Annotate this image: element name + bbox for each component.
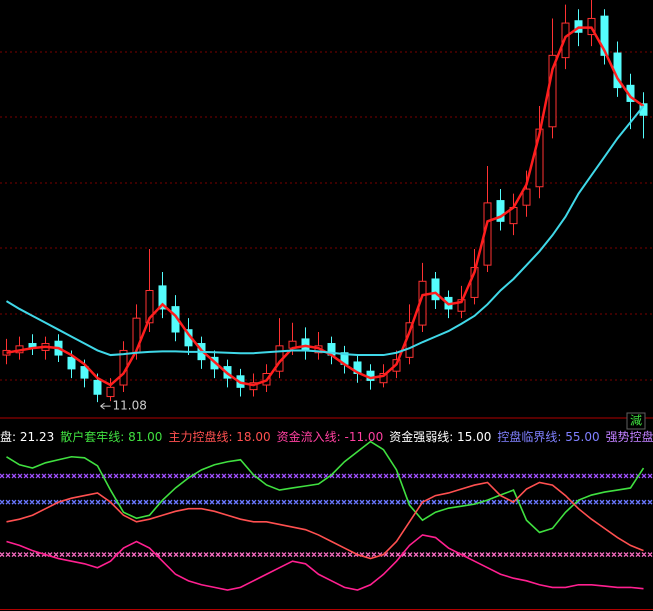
legend-entry: 控盘临界线: 55.00 <box>497 429 599 444</box>
legend-entry: 盘: 21.23 <box>0 429 54 444</box>
legend-entry: 散户套牢线: 81.00 <box>60 429 162 444</box>
indicator-line <box>6 481 644 560</box>
legend: 盘: 21.23 散户套牢线: 81.00 主力控盘线: 18.00 资金流入线: -… <box>0 429 653 444</box>
candle-body <box>145 290 154 324</box>
candle-body <box>67 356 76 370</box>
candle-body <box>93 379 102 395</box>
annotation-arrow <box>100 402 111 410</box>
candle-body <box>80 366 89 379</box>
indicator-line <box>6 534 644 591</box>
candle-body <box>106 386 115 398</box>
candle-body <box>522 188 531 206</box>
candle-body <box>431 278 440 301</box>
badge-box <box>626 412 646 430</box>
threshold-line <box>0 473 653 479</box>
legend-entry: 资金流入线: -11.00 <box>277 429 384 444</box>
indicator-line <box>6 440 645 534</box>
legend-entry: 资金强弱线: 15.00 <box>389 429 491 444</box>
legend-entry: 强势控盘线: 75 <box>606 429 653 444</box>
candle-body <box>600 15 609 56</box>
moving-average <box>5 105 645 357</box>
candle-body <box>561 22 570 59</box>
legend-entry: 主力控盘线: 18.00 <box>168 429 270 444</box>
threshold-line <box>0 499 653 505</box>
badge: 減 <box>630 413 642 428</box>
threshold-line <box>0 552 653 558</box>
candle-body <box>496 200 505 222</box>
grid <box>0 51 653 381</box>
candle-body <box>379 373 388 384</box>
candle-body <box>158 285 167 310</box>
low-annotation: 11.08 <box>113 399 147 413</box>
